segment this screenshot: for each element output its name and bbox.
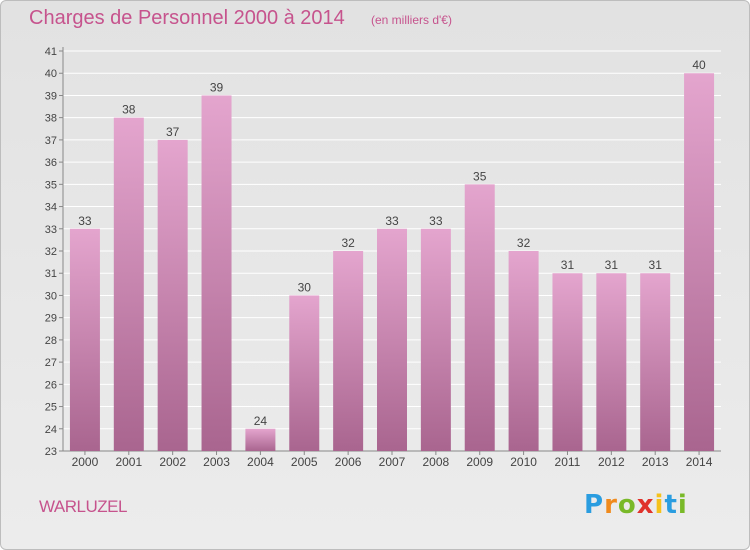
x-axis-labels: 2000 2001 2002 2003 2004 2005 2006 2007 2008 2009…	[72, 451, 713, 469]
logo-letter: o	[617, 490, 637, 520]
y-tick-label: 25	[45, 402, 57, 414]
y-tick-label: 29	[45, 313, 57, 325]
bar-2001[interactable]	[113, 117, 144, 452]
chart-title: Charges de Personnel 2000 à 2014	[29, 7, 345, 29]
y-tick-label: 36	[45, 157, 57, 169]
bar-2009[interactable]	[464, 184, 495, 452]
data-label: 32	[517, 236, 531, 250]
bars: 33 38 37 39 24 30 32 33 33 35 32 31 31 31 40	[69, 58, 715, 452]
y-tick-label: 38	[45, 113, 57, 125]
data-label: 32	[341, 236, 355, 250]
logo-letter: x	[636, 490, 655, 520]
bar-2004[interactable]	[245, 428, 276, 451]
x-tick-label: 2011	[555, 455, 581, 469]
data-label: 33	[385, 214, 399, 228]
x-tick-label: 2007	[379, 455, 406, 469]
y-tick-label: 35	[45, 179, 57, 191]
y-tick-label: 30	[45, 290, 57, 302]
x-tick-label: 2002	[159, 455, 186, 469]
y-tick-label: 26	[45, 379, 57, 391]
bar-2005[interactable]	[289, 295, 320, 451]
data-label: 31	[561, 258, 575, 272]
logo-letter: i	[654, 490, 665, 520]
y-tick-label: 33	[45, 224, 57, 236]
bar-2013[interactable]	[640, 273, 671, 451]
commune-name: WARLUZEL	[39, 497, 127, 516]
y-tick-label: 31	[45, 268, 57, 280]
logo-letter: t	[664, 490, 678, 520]
y-tick-label: 37	[45, 135, 57, 147]
bar-2011[interactable]	[552, 273, 583, 451]
bar-2007[interactable]	[377, 228, 407, 451]
y-tick-label: 27	[45, 357, 57, 369]
bar-2008[interactable]	[420, 228, 451, 451]
logo-letter: r	[604, 490, 618, 520]
y-tick-label: 40	[45, 68, 57, 80]
y-tick-label: 41	[45, 46, 57, 58]
x-tick-label: 2003	[203, 455, 230, 469]
data-label: 33	[429, 214, 443, 228]
data-label: 33	[78, 214, 92, 228]
data-label: 30	[298, 280, 312, 294]
y-tick-label: 23	[45, 446, 57, 458]
y-tick-label: 34	[45, 202, 57, 214]
data-label: 38	[122, 103, 136, 117]
x-tick-label: 2006	[335, 455, 362, 469]
data-label: 40	[692, 58, 706, 72]
x-tick-label: 2005	[291, 455, 318, 469]
data-label: 31	[649, 258, 663, 272]
y-tick-label: 28	[45, 335, 57, 347]
data-label: 37	[166, 125, 180, 139]
bar-2002[interactable]	[157, 139, 188, 451]
x-tick-label: 2004	[247, 455, 274, 469]
data-label: 31	[605, 258, 619, 272]
data-label: 35	[473, 169, 487, 183]
bar-2012[interactable]	[596, 273, 627, 451]
x-tick-label: 2009	[466, 455, 493, 469]
bar-2003[interactable]	[201, 95, 232, 451]
x-tick-label: 2000	[72, 455, 99, 469]
x-tick-label: 2008	[423, 455, 450, 469]
bar-2006[interactable]	[333, 251, 364, 451]
logo-letter: P	[584, 490, 605, 520]
x-tick-label: 2001	[115, 455, 142, 469]
x-tick-label: 2014	[686, 455, 713, 469]
proxiti-logo[interactable]: Proxiti	[584, 490, 688, 520]
bar-2010[interactable]	[508, 251, 539, 451]
x-tick-label: 2010	[510, 455, 537, 469]
chart-unit: (en milliers d'€)	[371, 13, 452, 27]
bar-2000[interactable]	[69, 228, 100, 451]
data-label: 24	[254, 414, 268, 428]
y-tick-label: 32	[45, 246, 57, 258]
data-label: 39	[210, 80, 224, 94]
y-tick-label: 39	[45, 90, 57, 102]
y-tick-label: 24	[45, 424, 57, 436]
x-tick-label: 2012	[598, 455, 625, 469]
bar-2014[interactable]	[684, 73, 715, 451]
logo-letter: i	[677, 490, 688, 520]
x-tick-label: 2013	[642, 455, 669, 469]
